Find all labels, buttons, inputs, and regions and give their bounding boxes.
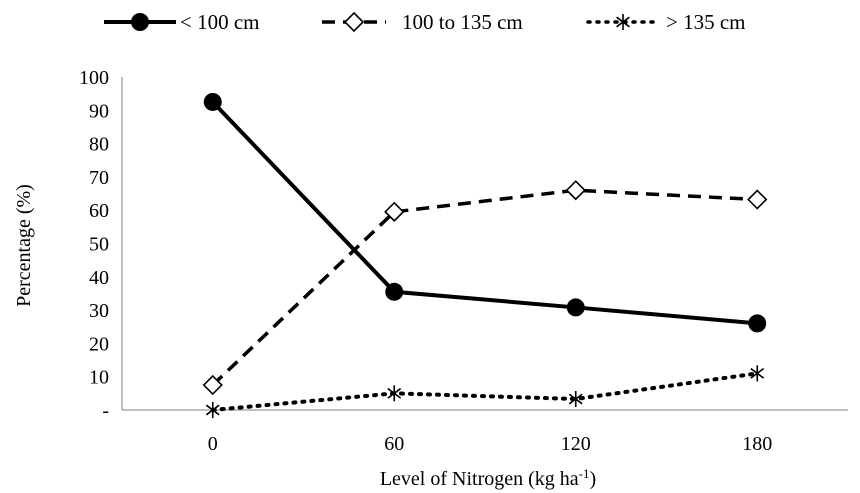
legend: < 100 cm 100 to 135 cm > 135 cm [104,10,746,34]
legend-marker [131,13,149,31]
legend-label: 100 to 135 cm [402,10,523,34]
data-point [750,365,765,382]
y-tick-label: 50 [89,234,109,256]
y-tick-label: 20 [89,333,109,355]
y-tick-label: 10 [89,367,109,389]
data-point [748,314,767,333]
data-point [566,298,585,317]
y-tick-label: 30 [89,300,109,322]
data-point [565,180,586,201]
legend-item: 100 to 135 cm [322,10,523,34]
data-point [747,189,768,210]
data-point [385,282,404,301]
x-axis-title: Level of Nitrogen (kg ha-1) [380,466,596,491]
legend-item: > 135 cm [586,10,746,34]
x-tick-labels: 0 60 120 180 [208,433,773,455]
data-point [568,391,583,408]
y-tick-label: 90 [89,100,109,122]
series-1 [203,92,767,333]
series-line [211,188,758,387]
x-tick-label: 120 [561,433,591,455]
series-line [210,371,760,412]
y-tick-label: 70 [89,167,109,189]
y-tick-label: 40 [89,267,109,289]
series-2 [202,180,768,396]
x-tick-label: 60 [384,433,404,455]
y-tick-labels: - 10 20 30 40 50 60 70 80 90 100 [79,67,109,422]
x-tick-label: 180 [742,433,772,455]
y-axis-title: Percentage (%) [13,184,35,307]
data-point [203,92,222,111]
series-line [211,100,758,326]
y-tick-label: 100 [79,67,109,89]
data-point [205,402,220,418]
legend-marker [616,14,630,30]
legend-label: > 135 cm [666,10,746,34]
series-layer [202,92,768,418]
x-axis-title-main: Level of Nitrogen (kg ha [380,468,579,490]
y-tick-label: 60 [89,200,109,222]
data-point [387,385,402,402]
data-point [202,374,223,396]
x-axis-title-superscript: -1 [579,466,590,481]
y-tick-label: - [102,400,109,422]
legend-item: < 100 cm [104,10,260,34]
x-axis-title-end: ) [590,468,597,490]
axes [121,77,848,411]
y-tick-label: 80 [89,134,109,156]
series-3 [205,365,765,418]
data-point [384,201,405,222]
legend-marker [343,11,365,33]
x-tick-label: 0 [208,433,218,455]
legend-label: < 100 cm [180,10,260,34]
